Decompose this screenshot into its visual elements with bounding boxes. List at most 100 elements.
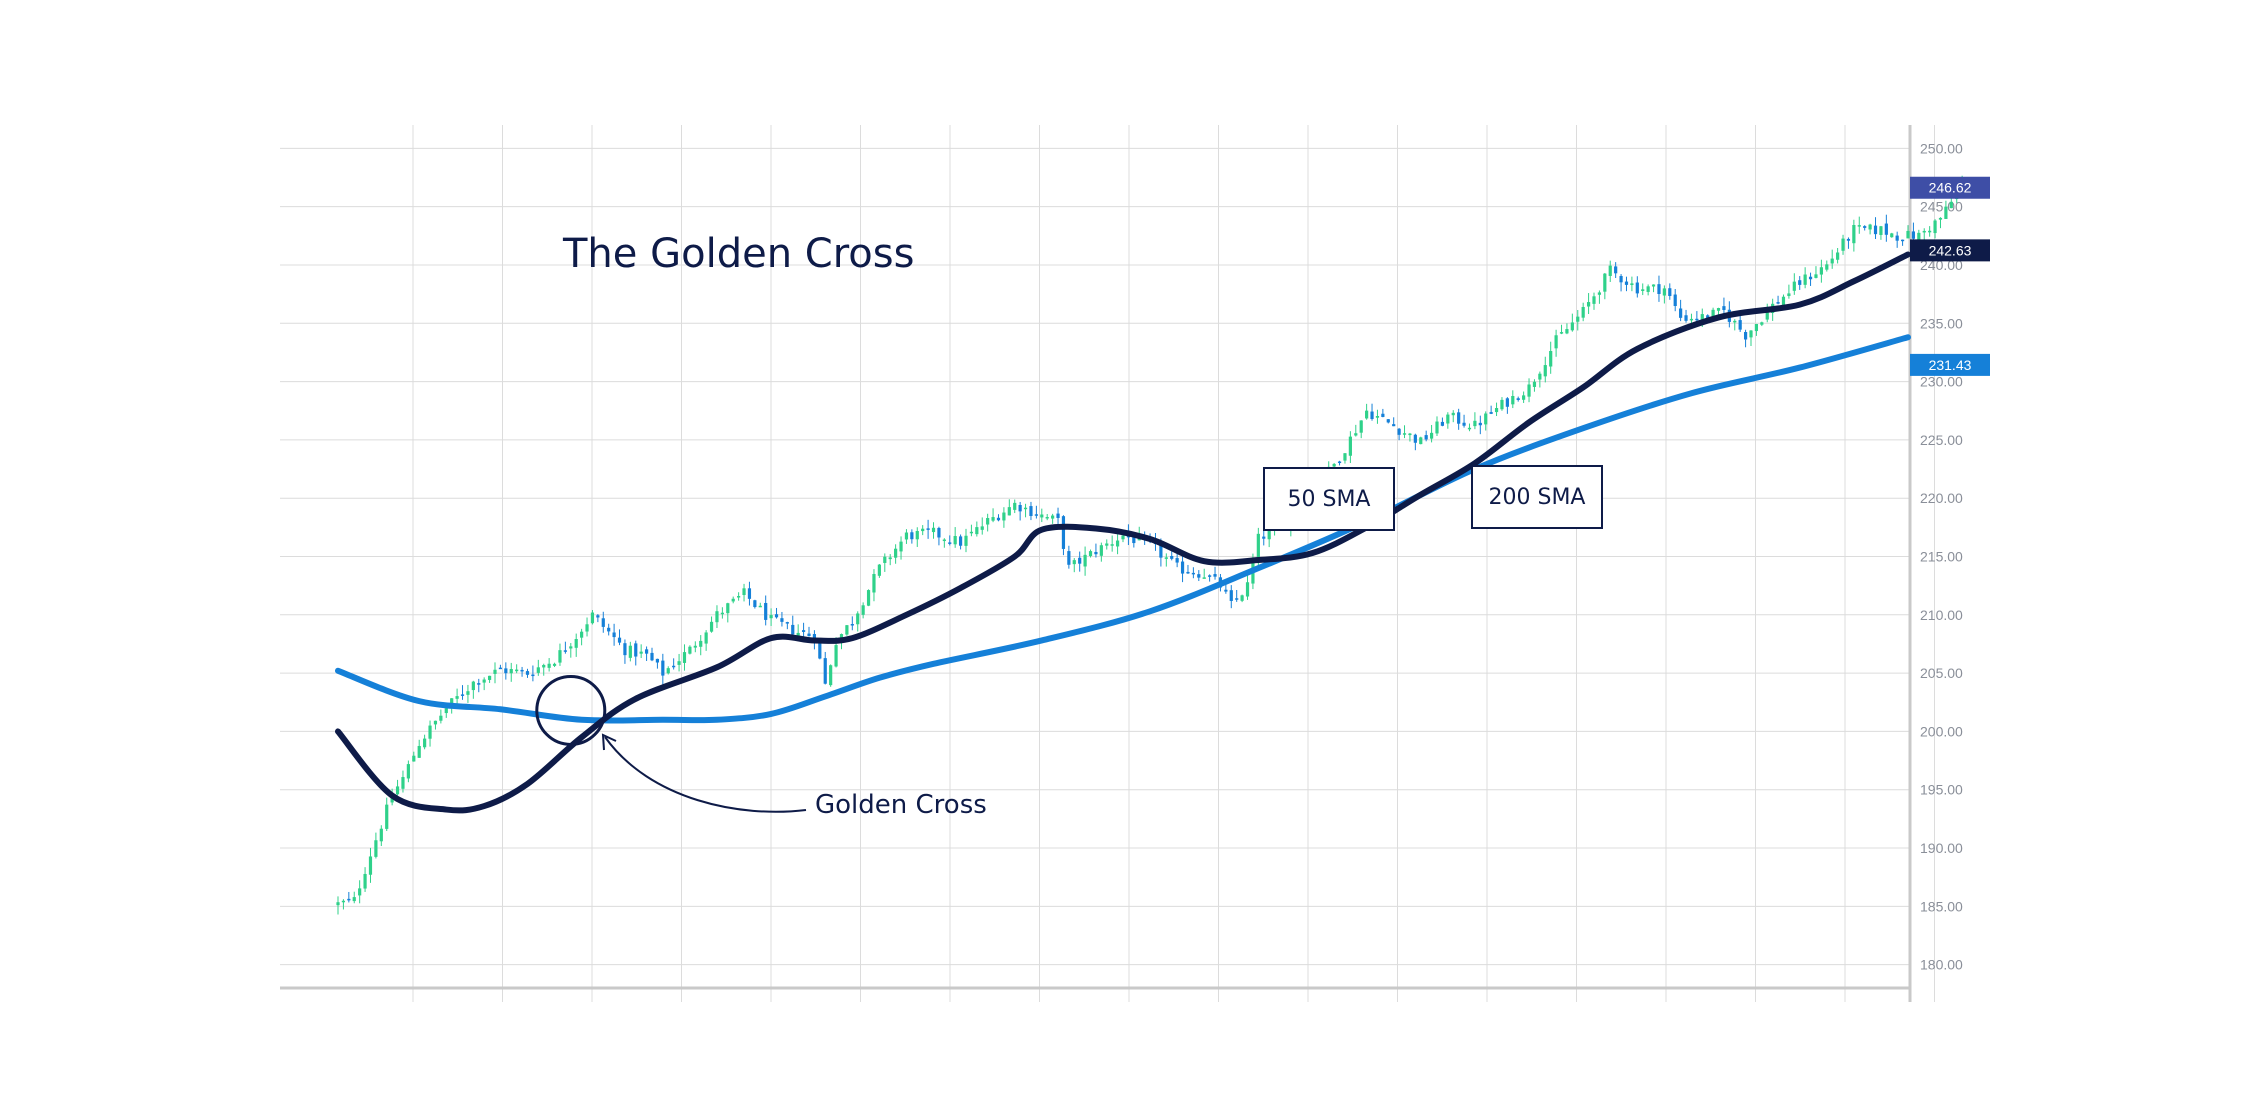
candle-body — [1419, 437, 1423, 445]
candle-body — [904, 532, 909, 540]
y-tick-label: 225.00 — [1920, 432, 1963, 448]
candle-body — [1706, 315, 1710, 319]
candle-body — [1657, 284, 1661, 295]
candle-body — [1354, 433, 1358, 436]
candle-body — [823, 658, 827, 684]
candle-body — [1527, 384, 1531, 397]
candle-body — [774, 614, 779, 618]
candle-body — [1900, 239, 1905, 242]
candle-body — [1132, 536, 1136, 544]
candle-body — [1235, 598, 1239, 600]
golden-cross-label: Golden Cross — [815, 790, 987, 820]
candle-body — [1500, 399, 1504, 410]
candle-body — [520, 669, 524, 672]
candle-body — [487, 675, 492, 680]
candle-body — [455, 696, 459, 699]
candle-body — [1072, 560, 1076, 565]
candle-body — [374, 840, 378, 857]
candle-body — [590, 612, 595, 624]
candle-body — [644, 649, 649, 654]
y-tick-label: 180.00 — [1920, 957, 1963, 973]
candle-body — [1846, 238, 1851, 241]
candle-body — [1608, 265, 1612, 276]
candle-body — [818, 642, 822, 659]
candle-body — [639, 651, 643, 654]
candle-body — [1424, 435, 1428, 440]
axes — [280, 125, 1912, 1002]
candle-body — [856, 613, 860, 625]
candle-body — [1722, 306, 1726, 310]
y-tick-labels: 250.00245.00240.00235.00230.00225.00220.… — [1920, 140, 1963, 972]
candle-body — [1197, 574, 1201, 578]
candle-body — [390, 796, 394, 803]
golden-cross-arrow-head — [601, 733, 617, 751]
candle-body — [1733, 320, 1737, 323]
candle-body — [1105, 543, 1109, 546]
candle-body — [1646, 286, 1650, 292]
candle-body — [1863, 226, 1867, 228]
candle-body — [986, 518, 990, 525]
candle-body — [498, 667, 503, 670]
candle-body — [536, 667, 540, 673]
candle-body — [634, 643, 638, 657]
candle-body — [737, 596, 741, 598]
candle-body — [1825, 264, 1829, 270]
golden-cross-circle — [535, 674, 607, 746]
candle-body — [764, 602, 768, 620]
candle-body — [596, 615, 600, 618]
candle-body — [1343, 453, 1347, 461]
candle-body — [742, 588, 746, 596]
candle-body — [1034, 514, 1038, 516]
candle-body — [688, 646, 692, 654]
candle-body — [1397, 428, 1401, 435]
candle-body — [482, 679, 486, 683]
candle-body — [477, 683, 481, 685]
y-tick-label: 200.00 — [1920, 723, 1963, 739]
price-tag-value: 246.62 — [1929, 180, 1972, 196]
candle-body — [1051, 515, 1055, 519]
candle-body — [1386, 419, 1390, 423]
candle-body — [980, 526, 984, 530]
chart-title: The Golden Cross — [562, 231, 914, 277]
candle-body — [1641, 289, 1645, 291]
candle-body — [931, 527, 936, 533]
candle-body — [1543, 365, 1547, 377]
candle-body — [1229, 590, 1233, 601]
candle-body — [423, 738, 427, 748]
candle-body — [542, 664, 546, 668]
candle-body — [1429, 432, 1434, 439]
y-tick-label: 210.00 — [1920, 607, 1963, 623]
candle-body — [1760, 322, 1764, 325]
candle-body — [958, 536, 963, 546]
candle-body — [1814, 274, 1818, 278]
candle-body — [650, 652, 654, 661]
candle-body — [1836, 252, 1840, 260]
candle-body — [341, 900, 346, 903]
candle-body — [1765, 310, 1769, 320]
candle-body — [558, 650, 562, 663]
candle-body — [1435, 421, 1439, 434]
candle-body — [991, 517, 995, 521]
candle-body — [1581, 307, 1585, 318]
candle-body — [1484, 413, 1488, 425]
candle-body — [1808, 276, 1813, 280]
candle-body — [574, 639, 578, 648]
candle-body — [1375, 416, 1380, 418]
candle-body — [1689, 318, 1694, 321]
candle-body — [1890, 233, 1894, 238]
candle-body — [547, 663, 551, 668]
candle-body — [628, 645, 632, 658]
candle-body — [1494, 408, 1499, 413]
candle-body — [1121, 535, 1125, 540]
candle-body — [1716, 308, 1721, 311]
candle-body — [915, 531, 919, 540]
candle-body — [666, 668, 670, 674]
candle-body — [715, 611, 719, 623]
candle-body — [1061, 516, 1066, 549]
candle-body — [791, 624, 795, 635]
candle-body — [661, 660, 665, 676]
candle-body — [834, 645, 838, 667]
price-tag-value: 242.63 — [1929, 242, 1972, 258]
